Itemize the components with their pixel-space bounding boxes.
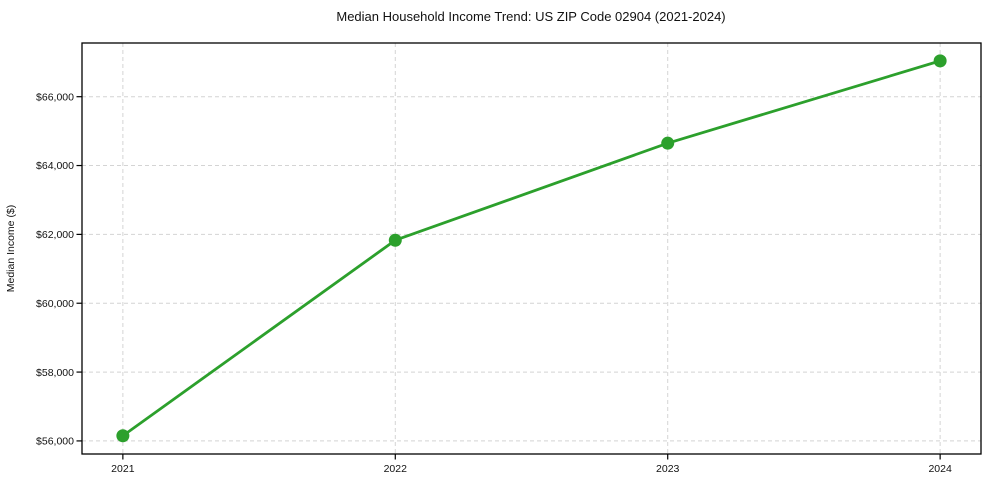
y-tick-label: $56,000 <box>36 436 74 448</box>
data-point-2021 <box>116 429 130 443</box>
y-tick-label: $58,000 <box>36 367 74 379</box>
y-tick-label: $66,000 <box>36 91 74 103</box>
x-tick-labels: 2021 2022 2023 2024 <box>111 463 952 475</box>
income-trend-line <box>121 59 942 438</box>
y-tick-label: $62,000 <box>36 229 74 241</box>
x-tick-label: 2023 <box>656 463 680 475</box>
data-point-markers <box>116 54 947 443</box>
y-tick-label: $64,000 <box>36 160 74 172</box>
x-tick-label: 2024 <box>928 463 952 475</box>
data-point-2023 <box>661 136 675 150</box>
gridlines <box>82 43 981 454</box>
data-point-2024 <box>933 54 947 68</box>
data-point-2022 <box>388 233 402 247</box>
y-axis-label: Median Income ($) <box>5 205 17 293</box>
y-tick-label: $60,000 <box>36 298 74 310</box>
plot-border <box>81 42 982 455</box>
y-tick-labels: $56,000 $58,000 $60,000 $62,000 $64,000 $66,0… <box>36 91 74 447</box>
chart-title: Median Household Income Trend: US ZIP Co… <box>336 9 725 24</box>
x-tick-label: 2022 <box>384 463 408 475</box>
axis-ticks <box>76 96 941 460</box>
x-tick-label: 2021 <box>111 463 135 475</box>
